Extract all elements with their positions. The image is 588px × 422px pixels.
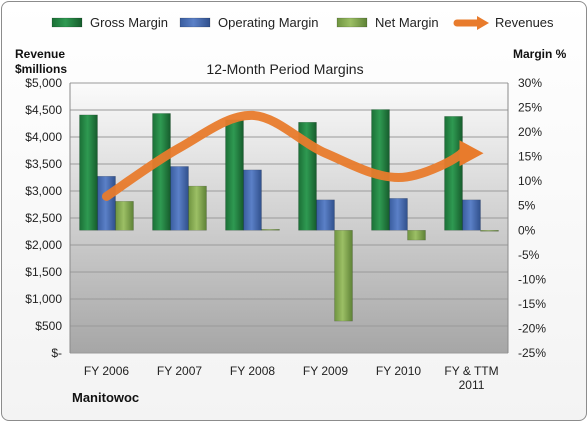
legend-label: Net Margin [375, 15, 439, 30]
category-label: 2011 [459, 378, 485, 392]
bar-net-margin [480, 230, 499, 232]
bar-operating-margin [316, 199, 335, 231]
bar-gross-margin [152, 113, 171, 231]
category-label: FY 2008 [230, 364, 275, 378]
category-label: FY 2007 [157, 364, 202, 378]
company-label: Manitowoc [72, 390, 139, 405]
left-axis-label-line1: Revenue [15, 47, 65, 61]
revenue-arrow-head [459, 140, 484, 167]
right-tick-label: -10% [518, 272, 546, 286]
bar-operating-margin [462, 199, 481, 231]
category-label: FY 2006 [84, 364, 129, 378]
right-tick-label: 20% [518, 125, 542, 139]
bar-operating-margin [243, 169, 262, 231]
bar-series [79, 109, 499, 322]
chart-title: 12-Month Period Margins [206, 61, 363, 77]
right-tick-label: 5% [518, 199, 536, 213]
bar-net-margin [188, 185, 207, 231]
right-tick-label: 15% [518, 150, 542, 164]
left-tick-label: $3,500 [25, 157, 62, 171]
left-tick-label: $5,000 [25, 76, 62, 90]
left-axis-label-line2: $millions [15, 62, 67, 76]
left-tick-label: $1,000 [25, 292, 62, 306]
bar-net-margin [261, 229, 280, 231]
left-axis-ticks: $- $500 $1,000 $1,500 $2,000 $2,500 $3,000 $3,5… [25, 76, 62, 360]
legend: Gross Margin Operating Margin Net Margin Re… [51, 15, 554, 30]
legend-swatch-operating-margin [179, 17, 211, 28]
bar-operating-margin [170, 166, 189, 231]
legend-swatch-gross-margin [51, 17, 83, 28]
category-labels: FY 2006 FY 2007 FY 2008 FY 2009 FY 2010 FY & … [84, 364, 499, 392]
revenue-line [102, 110, 466, 201]
bar-gross-margin [444, 116, 463, 231]
left-tick-label: $3,000 [25, 184, 62, 198]
legend-swatch-revenues-arrow [477, 16, 489, 30]
left-tick-label: $2,000 [25, 238, 62, 252]
right-tick-label: 10% [518, 174, 542, 188]
bar-operating-margin [97, 176, 116, 231]
category-label: FY 2009 [303, 364, 348, 378]
bar-net-margin [115, 201, 134, 231]
bar-net-margin [407, 230, 426, 241]
legend-label: Revenues [495, 15, 554, 30]
gridlines [69, 82, 509, 354]
category-label: FY 2010 [376, 364, 421, 378]
left-tick-label: $2,500 [25, 211, 62, 225]
right-tick-label: -5% [518, 248, 540, 262]
bar-gross-margin [79, 114, 98, 231]
left-tick-label: $4,500 [25, 103, 62, 117]
legend-label: Operating Margin [218, 15, 318, 30]
left-tick-label: $4,000 [25, 130, 62, 144]
right-axis-label: Margin % [513, 47, 567, 61]
left-tick-label: $500 [35, 319, 62, 333]
right-tick-label: 0% [518, 223, 536, 237]
left-tick-label: $1,500 [25, 265, 62, 279]
legend-swatch-net-margin [336, 17, 368, 28]
left-tick-label: $- [51, 346, 62, 360]
right-axis-ticks: -25% -20% -15% -10% -5% 0% 5% 10% 15% 20% 25% 30% [518, 76, 546, 360]
right-tick-label: -15% [518, 297, 546, 311]
right-tick-label: 25% [518, 101, 542, 115]
bar-operating-margin [389, 198, 408, 231]
category-label: FY & TTM [444, 364, 498, 378]
right-tick-label: -25% [518, 346, 546, 360]
revenue-line-series [102, 110, 484, 201]
right-tick-label: 30% [518, 76, 542, 90]
bar-gross-margin [225, 119, 244, 231]
right-tick-label: -20% [518, 321, 546, 335]
legend-label: Gross Margin [90, 15, 168, 30]
bar-net-margin [334, 230, 353, 322]
